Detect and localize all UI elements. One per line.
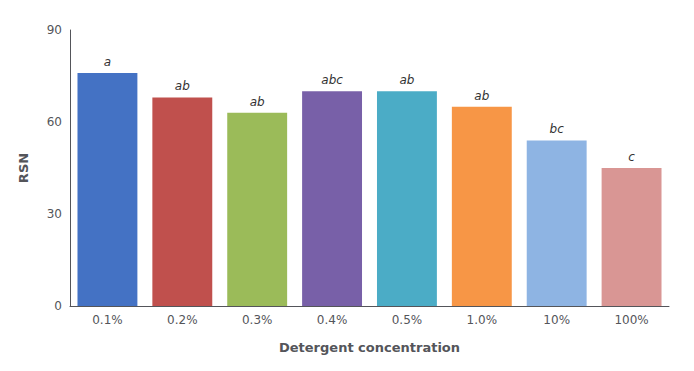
svg-text:0.5%: 0.5% xyxy=(392,313,423,327)
svg-text:ab: ab xyxy=(399,73,414,87)
svg-text:0.1%: 0.1% xyxy=(92,313,123,327)
svg-text:10%: 10% xyxy=(543,313,570,327)
svg-text:Detergent concentration: Detergent concentration xyxy=(279,340,460,355)
svg-text:ab: ab xyxy=(175,79,190,93)
svg-text:0.2%: 0.2% xyxy=(167,313,198,327)
svg-text:100%: 100% xyxy=(614,313,648,327)
svg-text:c: c xyxy=(628,150,635,164)
svg-text:abc: abc xyxy=(321,73,343,87)
svg-text:1.0%: 1.0% xyxy=(467,313,498,327)
svg-text:RSN: RSN xyxy=(16,153,31,183)
svg-text:bc: bc xyxy=(550,122,565,136)
svg-text:ab: ab xyxy=(474,89,489,103)
svg-text:0.4%: 0.4% xyxy=(317,313,348,327)
svg-text:30: 30 xyxy=(47,207,62,221)
svg-text:a: a xyxy=(104,55,111,69)
svg-text:ab: ab xyxy=(250,95,265,109)
svg-text:90: 90 xyxy=(47,23,62,37)
svg-text:60: 60 xyxy=(47,115,62,129)
svg-text:0.3%: 0.3% xyxy=(242,313,273,327)
svg-text:0: 0 xyxy=(54,299,62,313)
